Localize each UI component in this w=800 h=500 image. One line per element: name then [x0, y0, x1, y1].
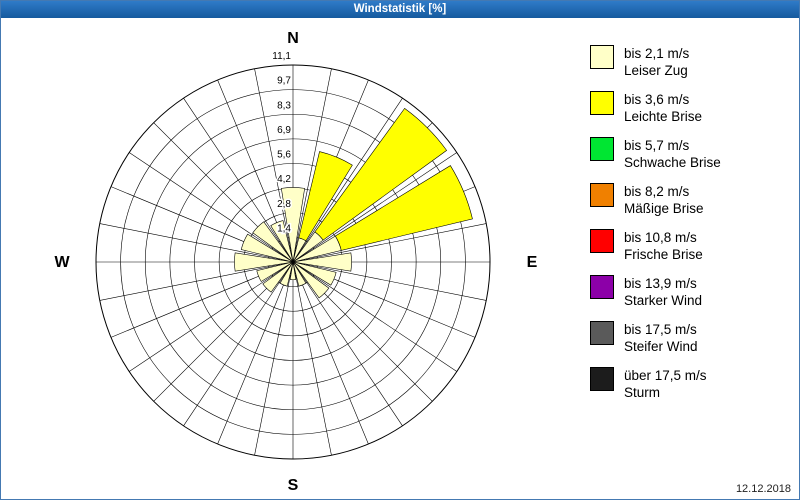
grid-spoke [129, 152, 294, 263]
legend-wind-name: Sturm [624, 385, 661, 400]
grid-spoke [254, 68, 294, 263]
grid-spoke [292, 261, 332, 456]
ring-value-label: 11,1 [272, 51, 291, 62]
legend-item-6: bis 17,5 m/s Steifer Wind [590, 321, 721, 355]
grid-spoke [99, 223, 294, 263]
compass-label-east: E [526, 254, 538, 271]
legend-speed-range: bis 3,6 m/s [624, 92, 690, 107]
windrose-petal-wnw-s0 [240, 233, 294, 263]
legend-wind-name: Mäßige Brise [624, 201, 704, 216]
legend-item-text: bis 8,2 m/s Mäßige Brise [624, 183, 704, 217]
windrose-petal-wsw-s0 [256, 261, 294, 282]
legend-item-text: bis 17,5 m/s Steifer Wind [624, 321, 698, 355]
legend-color-swatch [590, 91, 614, 115]
grid-spoke [217, 261, 294, 445]
legend-item-text: über 17,5 m/s Sturm [624, 367, 707, 401]
windrose-petal-w-s0 [234, 252, 294, 272]
ring-value-label: 2,8 [277, 199, 291, 210]
grid-spoke [292, 261, 457, 372]
legend-color-swatch [590, 367, 614, 391]
legend-item-0: bis 2,1 m/s Leiser Zug [590, 45, 721, 79]
windrose-petal-n-s0 [280, 187, 306, 263]
legend-item-5: bis 13,9 m/s Starker Wind [590, 275, 721, 309]
windrose-petal-sw-s0 [262, 261, 294, 293]
legend-speed-range: bis 13,9 m/s [624, 276, 697, 291]
window-title: Windstatistik [%] [1, 1, 799, 18]
legend-wind-name: Leichte Brise [624, 109, 703, 124]
windrose-petal-ene-s1 [334, 165, 473, 251]
legend-item-text: bis 3,6 m/s Leichte Brise [624, 91, 702, 125]
legend-color-swatch [590, 137, 614, 161]
grid-spoke [292, 261, 369, 445]
legend-item-1: bis 3,6 m/s Leichte Brise [590, 91, 721, 125]
grid-spoke [99, 261, 294, 301]
grid-spoke [292, 152, 457, 263]
legend-item-4: bis 10,8 m/s Frische Brise [590, 229, 721, 263]
windrose-petal-nnw-s0 [270, 220, 294, 263]
legend-wind-name: Schwache Brise [624, 155, 721, 170]
grid-spoke [183, 261, 294, 426]
legend-speed-range: bis 10,8 m/s [624, 230, 697, 245]
windrose-petal-s-s0 [289, 261, 297, 281]
ring-value-label: 4,2 [277, 174, 291, 185]
legend-speed-range: bis 17,5 m/s [624, 322, 697, 337]
legend-color-swatch [590, 321, 614, 345]
legend-color-swatch [590, 275, 614, 299]
legend-wind-name: Starker Wind [624, 293, 703, 308]
legend-speed-range: bis 2,1 m/s [624, 46, 690, 61]
legend-speed-range: bis 8,2 m/s [624, 184, 690, 199]
compass-label-south: S [287, 477, 299, 494]
grid-spoke [292, 261, 403, 426]
legend-color-swatch [590, 45, 614, 69]
legend-item-text: bis 10,8 m/s Frische Brise [624, 229, 703, 263]
legend-speed-range: bis 5,7 m/s [624, 138, 690, 153]
legend: bis 2,1 m/s Leiser Zug bis 3,6 m/s Leichte … [590, 45, 721, 401]
legend-color-swatch [590, 229, 614, 253]
compass-label-west: W [54, 254, 70, 271]
windrose-petal-se-s0 [292, 261, 330, 299]
legend-wind-name: Frische Brise [624, 247, 703, 262]
legend-color-swatch [590, 183, 614, 207]
windrose-petal-ssw-s0 [279, 261, 294, 287]
legend-item-2: bis 5,7 m/s Schwache Brise [590, 137, 721, 171]
compass-label-north: N [287, 30, 299, 47]
grid-spoke [183, 98, 294, 263]
date-label: 12.12.2018 [735, 483, 791, 495]
grid-spoke [129, 261, 294, 372]
grid-spoke [292, 261, 487, 301]
windrose-petal-ese-s0 [292, 261, 337, 286]
legend-item-text: bis 5,7 m/s Schwache Brise [624, 137, 721, 171]
windrose-petal-ne-s1 [314, 107, 448, 241]
chart-area: 1,4 2,8 4,2 5,6 6,9 8,3 9,7 11,1 N E S W bis 2,… [1, 18, 799, 499]
grid-spoke [292, 68, 332, 263]
legend-item-3: bis 8,2 m/s Mäßige Brise [590, 183, 721, 217]
legend-wind-name: Leiser Zug [624, 63, 688, 78]
legend-speed-range: über 17,5 m/s [624, 368, 707, 383]
ring-value-label: 1,4 [277, 223, 291, 234]
windrose-petal-sse-s0 [292, 261, 307, 287]
windrose-petal-nw-s0 [252, 221, 294, 263]
legend-item-text: bis 2,1 m/s Leiser Zug [624, 45, 689, 79]
grid-spoke [292, 223, 487, 263]
legend-item-text: bis 13,9 m/s Starker Wind [624, 275, 702, 309]
ring-value-label: 5,6 [277, 150, 291, 161]
legend-item-7: über 17,5 m/s Sturm [590, 367, 721, 401]
ring-value-label: 8,3 [277, 100, 291, 111]
windrose-chart: 1,4 2,8 4,2 5,6 6,9 8,3 9,7 11,1 [95, 50, 491, 460]
windrose-petal-e-s0 [292, 252, 352, 272]
ring-value-label: 6,9 [277, 125, 291, 136]
ring-value-label: 9,7 [277, 76, 291, 87]
grid-spoke [254, 261, 294, 456]
legend-wind-name: Steifer Wind [624, 339, 698, 354]
grid-spoke [292, 98, 403, 263]
windrose-petal-nne-s1 [298, 151, 353, 242]
